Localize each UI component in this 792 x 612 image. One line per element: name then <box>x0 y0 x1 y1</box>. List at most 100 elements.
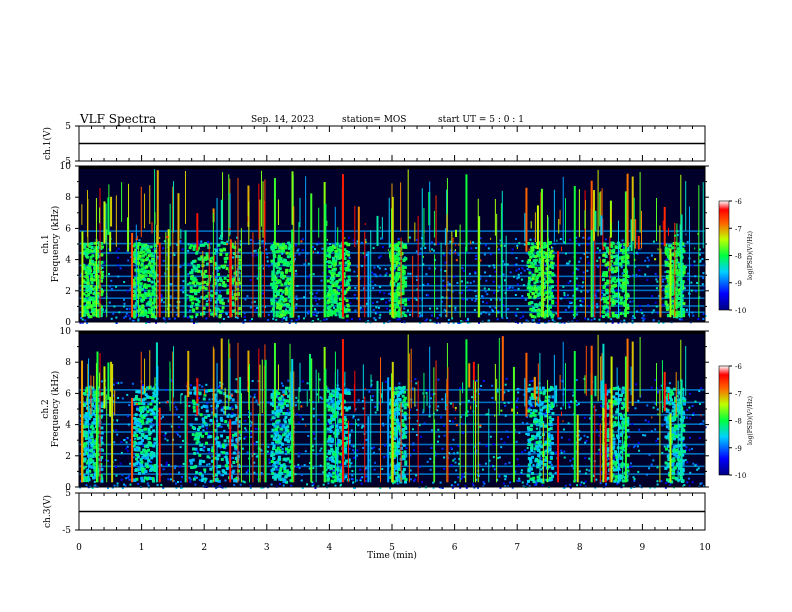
noise-cell <box>162 415 165 418</box>
noise-cell <box>106 486 109 489</box>
noise-cell <box>376 300 379 303</box>
burst-cell <box>133 297 137 301</box>
noise-cell <box>457 476 460 479</box>
noise-cell <box>235 434 238 437</box>
noise-cell <box>437 242 440 245</box>
burst-cell <box>537 241 541 245</box>
burst-cell <box>682 302 686 306</box>
noise-cell <box>517 391 520 394</box>
noise-cell <box>175 313 178 316</box>
noise-cell <box>411 428 414 431</box>
burst-cell <box>533 255 537 259</box>
sferic-streak <box>165 232 167 318</box>
noise-cell <box>295 319 298 322</box>
burst-cell <box>345 250 349 254</box>
burst-cell <box>134 310 138 314</box>
sferic-streak <box>633 197 635 318</box>
noise-cell <box>683 245 686 248</box>
noise-cell <box>521 295 524 298</box>
sferic-streak <box>136 235 138 238</box>
noise-cell <box>311 401 314 404</box>
burst-cell <box>93 418 97 422</box>
burst-cell <box>334 259 338 263</box>
burst-cell <box>619 298 623 302</box>
sferic-streak <box>600 215 603 236</box>
noise-cell <box>350 429 353 432</box>
sferic-streak <box>454 249 456 252</box>
burst-cell <box>278 267 282 271</box>
noise-cell <box>563 294 566 297</box>
noise-cell <box>497 311 500 314</box>
burst-cell <box>338 261 342 265</box>
burst-cell <box>144 258 148 262</box>
noise-cell <box>398 382 401 385</box>
noise-cell <box>459 387 462 390</box>
noise-cell <box>518 268 521 271</box>
burst-cell <box>548 290 552 294</box>
noise-cell <box>231 293 234 296</box>
noise-cell <box>279 424 282 427</box>
sferic-streak <box>379 226 381 229</box>
noise-cell <box>143 290 146 293</box>
noise-cell <box>376 311 379 314</box>
burst-cell <box>202 243 206 247</box>
noise-cell <box>167 478 170 481</box>
noise-cell <box>482 485 485 488</box>
noise-cell <box>156 274 159 277</box>
noise-cell <box>298 452 301 455</box>
noise-cell <box>295 295 298 298</box>
noise-cell <box>578 430 581 433</box>
noise-cell <box>516 387 519 390</box>
noise-cell <box>632 315 635 318</box>
burst-cell <box>289 292 293 296</box>
noise-cell <box>327 482 330 485</box>
noise-cell <box>407 298 410 301</box>
burst-cell <box>549 305 553 309</box>
noise-cell <box>79 321 82 324</box>
noise-cell <box>703 485 706 488</box>
sferic-streak <box>618 220 620 318</box>
noise-cell <box>526 447 529 450</box>
noise-cell <box>204 470 207 473</box>
burst-cell <box>99 473 103 477</box>
burst-cell <box>193 244 197 248</box>
noise-cell <box>127 259 130 262</box>
noise-cell <box>586 269 589 272</box>
noise-cell <box>638 304 641 307</box>
noise-cell <box>466 317 469 320</box>
sferic-streak <box>151 222 153 234</box>
burst-cell <box>664 295 668 299</box>
sferic-streak <box>501 190 503 318</box>
burst-cell <box>147 289 151 293</box>
burst-cell <box>213 281 217 285</box>
noise-cell <box>377 475 380 478</box>
noise-cell <box>186 294 189 297</box>
noise-cell <box>532 464 535 467</box>
burst-cell <box>88 298 92 302</box>
noise-cell <box>460 477 463 480</box>
noise-cell <box>634 265 637 268</box>
y-tick-label: 8 <box>65 193 71 203</box>
noise-cell <box>453 457 456 460</box>
sferic-streak <box>423 207 425 247</box>
noise-cell <box>521 421 524 424</box>
noise-cell <box>315 292 318 295</box>
noise-cell <box>340 288 343 291</box>
noise-cell <box>392 482 395 485</box>
noise-cell <box>214 276 217 279</box>
burst-cell <box>82 242 86 246</box>
burst-cell <box>138 273 142 277</box>
noise-cell <box>666 390 669 393</box>
noise-cell <box>122 483 125 486</box>
sferic-streak <box>500 244 503 247</box>
burst-cell <box>336 308 340 312</box>
sferic-streak <box>592 228 594 318</box>
noise-cell <box>655 278 658 281</box>
burst-cell <box>191 295 195 299</box>
burst-cell <box>136 276 140 280</box>
noise-cell <box>587 261 590 264</box>
burst-cell <box>533 315 537 319</box>
burst-cell <box>666 250 670 254</box>
noise-cell <box>646 404 649 407</box>
noise-cell <box>545 321 548 324</box>
